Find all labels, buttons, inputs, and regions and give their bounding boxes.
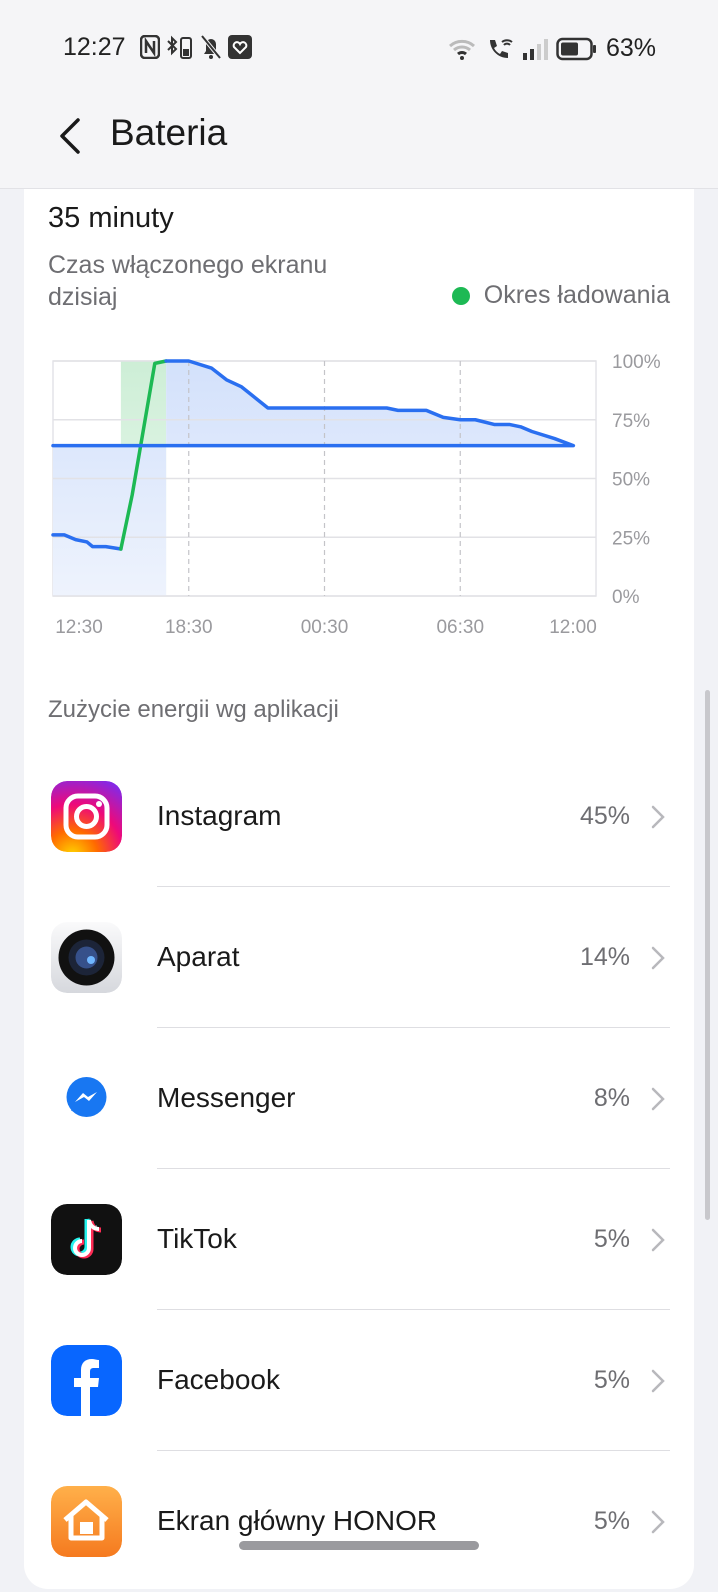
bell-off-icon: [200, 34, 222, 60]
app-name: Aparat: [157, 941, 240, 972]
app-name: Facebook: [157, 1364, 280, 1395]
divider: [157, 1450, 670, 1451]
status-time: 12:27: [63, 33, 126, 61]
chevron-right-icon: [651, 805, 665, 829]
app-row-ekran-główny-honor[interactable]: Ekran główny HONOR 5%: [24, 1451, 694, 1592]
heart-app-icon: [228, 35, 252, 59]
wifi-icon: [448, 39, 475, 60]
wifi-calling-icon: [489, 38, 513, 58]
app-percent: 8%: [593, 1084, 630, 1112]
chevron-right-icon: [651, 1510, 665, 1534]
divider: [157, 1309, 670, 1310]
battery-level-chart[interactable]: 12:30 18:30 00:30 06:30 12:00 100% 75% 50% 25% 0%: [0, 340, 718, 650]
screen-time-value: 35 minuty: [48, 202, 174, 234]
page-title: Bateria: [110, 112, 228, 153]
app-name: TikTok: [157, 1223, 237, 1254]
signal-icon: [522, 38, 548, 60]
app-row-instagram[interactable]: Instagram 45%: [24, 746, 694, 887]
battery-level-line: [51, 359, 576, 448]
x-tick-label: 00:30: [301, 617, 349, 638]
y-tick-label: 0%: [612, 587, 640, 608]
home-indicator[interactable]: [239, 1541, 479, 1550]
camera-icon: [51, 922, 122, 993]
screen-time-label: Czas włączonego ekranu dzisiaj: [48, 251, 328, 311]
charging-legend: Okres ładowania: [451, 281, 670, 310]
charging-dot-icon: [451, 286, 470, 305]
app-name: Ekran główny HONOR: [157, 1505, 438, 1536]
app-percent: 5%: [593, 1507, 630, 1535]
battery-icon: [556, 37, 596, 60]
app-row-messenger[interactable]: Messenger 8%: [24, 1028, 694, 1169]
app-percent: 5%: [593, 1366, 630, 1394]
chevron-right-icon: [651, 1087, 665, 1111]
charging-legend-label: Okres ładowania: [483, 281, 670, 309]
battery-level-line: [51, 533, 123, 551]
app-percent: 14%: [579, 943, 630, 971]
bluetooth-battery-icon: [167, 35, 192, 59]
divider: [157, 1027, 670, 1028]
status-bar: 12:27 63%: [0, 0, 718, 90]
messenger-icon: [51, 1063, 122, 1134]
app-percent: 45%: [579, 802, 630, 830]
y-tick-label: 25%: [612, 528, 650, 549]
battery-percent: 63%: [605, 34, 656, 62]
y-tick-label: 75%: [612, 411, 650, 432]
nfc-icon: [140, 35, 160, 59]
chevron-right-icon: [651, 1369, 665, 1393]
instagram-icon: [51, 781, 122, 852]
x-tick-label: 06:30: [436, 617, 484, 638]
charging-line: [119, 359, 168, 551]
scrollbar[interactable]: [705, 690, 710, 1220]
app-row-facebook[interactable]: Facebook 5%: [24, 1310, 694, 1451]
x-tick-label: 12:30: [55, 617, 103, 638]
divider: [157, 886, 670, 887]
app-row-aparat[interactable]: Aparat 14%: [24, 887, 694, 1028]
chevron-right-icon: [651, 946, 665, 970]
app-name: Messenger: [157, 1082, 296, 1113]
x-tick-label: 18:30: [165, 617, 213, 638]
app-percent: 5%: [593, 1225, 630, 1253]
facebook-icon: [51, 1345, 122, 1416]
back-arrow-icon[interactable]: [56, 114, 86, 158]
chevron-right-icon: [651, 1228, 665, 1252]
y-tick-label: 100%: [612, 352, 661, 373]
y-tick-label: 50%: [612, 470, 650, 491]
app-header: Bateria: [0, 90, 718, 189]
app-row-tiktok[interactable]: TikTok 5%: [24, 1169, 694, 1310]
x-tick-label: 12:00: [549, 617, 597, 638]
divider: [157, 1168, 670, 1169]
honor-home-icon: [51, 1486, 122, 1557]
tiktok-icon: [51, 1204, 122, 1275]
app-name: Instagram: [157, 800, 282, 831]
app-usage-section-title: Zużycie energii wg aplikacji: [48, 696, 339, 723]
